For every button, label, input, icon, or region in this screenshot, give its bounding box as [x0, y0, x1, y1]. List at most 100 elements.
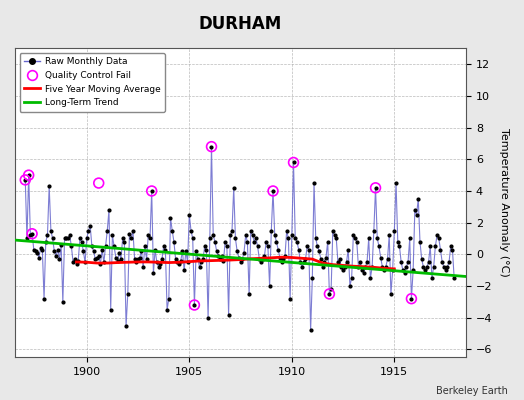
Point — [330, 232, 339, 238]
Point — [243, 238, 252, 245]
Point — [359, 270, 368, 276]
Point — [298, 264, 306, 270]
Point — [329, 227, 337, 234]
Point — [194, 256, 202, 262]
Point — [316, 256, 325, 262]
Point — [155, 264, 163, 270]
Point — [419, 264, 428, 270]
Point — [262, 238, 270, 245]
Point — [101, 243, 110, 250]
Point — [323, 238, 332, 245]
Point — [428, 275, 436, 281]
Point — [305, 246, 313, 253]
Point — [185, 212, 193, 218]
Point — [96, 261, 105, 267]
Point — [281, 253, 289, 259]
Point — [38, 246, 47, 253]
Point — [358, 267, 366, 273]
Point — [372, 185, 380, 191]
Point — [231, 235, 239, 242]
Point — [190, 302, 199, 308]
Point — [57, 242, 66, 248]
Point — [187, 227, 195, 234]
Point — [134, 256, 142, 262]
Point — [334, 259, 342, 266]
Point — [303, 243, 311, 250]
Point — [407, 296, 416, 302]
Point — [266, 283, 274, 289]
Point — [284, 235, 292, 242]
Point — [402, 264, 410, 270]
Point — [416, 238, 424, 245]
Point — [342, 259, 351, 266]
Point — [341, 264, 349, 270]
Point — [178, 248, 187, 254]
Point — [236, 259, 245, 266]
Point — [208, 144, 216, 150]
Point — [446, 243, 455, 250]
Point — [88, 243, 96, 250]
Point — [282, 227, 291, 234]
Point — [120, 238, 128, 245]
Point — [373, 235, 381, 242]
Point — [83, 235, 91, 242]
Point — [223, 243, 231, 250]
Point — [127, 235, 135, 242]
Point — [208, 144, 216, 150]
Point — [118, 235, 127, 242]
Point — [366, 275, 375, 281]
Point — [421, 267, 429, 273]
Point — [257, 259, 265, 266]
Point — [245, 291, 253, 297]
Point — [327, 286, 335, 292]
Point — [26, 232, 35, 238]
Point — [344, 246, 353, 253]
Point — [197, 259, 205, 266]
Point — [349, 232, 357, 238]
Point — [423, 264, 431, 270]
Point — [433, 232, 441, 238]
Point — [335, 256, 344, 262]
Point — [55, 256, 63, 262]
Point — [354, 264, 363, 270]
Point — [219, 258, 227, 264]
Point — [21, 177, 29, 183]
Title: DURHAM: DURHAM — [199, 15, 282, 33]
Point — [47, 227, 55, 234]
Point — [322, 254, 330, 261]
Point — [356, 259, 364, 266]
Point — [86, 223, 94, 229]
Point — [25, 172, 33, 178]
Point — [40, 296, 48, 302]
Point — [201, 243, 209, 250]
Point — [151, 246, 159, 253]
Point — [407, 296, 416, 302]
Point — [125, 230, 134, 237]
Point — [90, 248, 98, 254]
Point — [140, 243, 149, 250]
Point — [380, 267, 388, 273]
Point — [146, 235, 154, 242]
Point — [430, 264, 438, 270]
Point — [255, 256, 264, 262]
Point — [35, 254, 43, 261]
Point — [189, 235, 197, 242]
Point — [440, 264, 448, 270]
Point — [98, 246, 106, 253]
Point — [395, 243, 403, 250]
Point — [105, 207, 113, 213]
Point — [112, 254, 120, 261]
Point — [319, 264, 327, 270]
Point — [400, 270, 409, 276]
Point — [332, 235, 341, 242]
Point — [212, 248, 221, 254]
Point — [310, 180, 318, 186]
Point — [171, 256, 180, 262]
Point — [258, 256, 267, 262]
Point — [41, 238, 50, 245]
Point — [392, 180, 400, 186]
Point — [37, 245, 45, 251]
Point — [48, 235, 57, 242]
Point — [448, 246, 456, 253]
Point — [381, 264, 390, 270]
